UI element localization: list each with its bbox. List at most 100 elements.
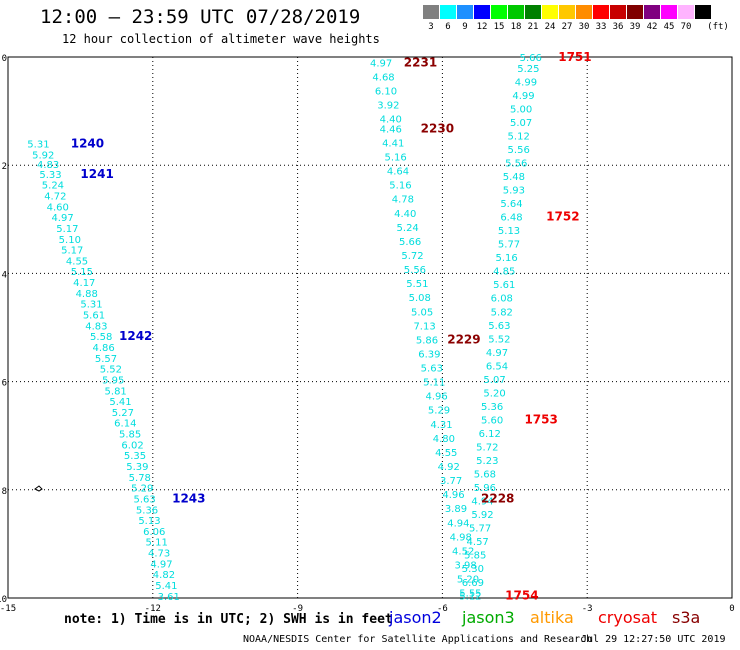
swh-value: 4.83 (37, 160, 59, 171)
satellite-name: s3a (672, 608, 701, 627)
swh-value: 5.96 (474, 483, 496, 494)
swh-value: 4.68 (372, 72, 394, 83)
swh-value: 4.92 (438, 462, 460, 473)
swh-value: 5.30 (462, 564, 484, 575)
page-title: 12:00 — 23:59 UTC 07/28/2019 (40, 6, 361, 28)
swh-value: 5.51 (406, 279, 428, 290)
legend-label: 24 (544, 22, 556, 32)
pass-time-label: 2230 (421, 121, 454, 135)
swh-value: 5.56 (505, 158, 527, 169)
satellite-name: jason3 (462, 608, 515, 627)
x-tick-label: -12 (145, 604, 161, 614)
legend-label: 12 (476, 22, 488, 32)
swh-value: 5.31 (80, 300, 102, 311)
swh-value: 4.17 (73, 278, 95, 289)
swh-value: 6.02 (121, 440, 143, 451)
swh-value: 5.48 (503, 172, 525, 183)
credit-text: NOAA/NESDIS Center for Satellite Applica… (243, 634, 593, 645)
swh-value: 5.16 (495, 253, 517, 264)
legend-swatch (610, 5, 627, 19)
legend-label: 36 (612, 22, 624, 32)
legend-swatch (542, 5, 559, 19)
swh-value: 3.98 (454, 560, 476, 571)
legend-label: 45 (663, 22, 675, 32)
swh-value: 4.46 (380, 124, 402, 135)
swh-value: 5.92 (32, 150, 54, 161)
swh-value: 5.60 (481, 415, 503, 426)
swh-value: 5.31 (27, 140, 49, 151)
swh-value: 7.13 (413, 321, 435, 332)
map-grid (7, 56, 733, 599)
swh-value: 5.72 (476, 443, 498, 454)
swh-value: 5.56 (508, 145, 530, 156)
pass-time-label: 1243 (172, 491, 205, 505)
swh-value: 3.77 (440, 476, 462, 487)
swh-value: 5.68 (474, 470, 496, 481)
pass-time-label: 2231 (404, 55, 437, 69)
swh-value: 4.40 (380, 115, 402, 126)
swh-value: 6.48 (500, 213, 522, 224)
swh-value: 5.56 (404, 265, 426, 276)
swh-value: 4.82 (153, 570, 175, 581)
legend-label: 15 (493, 22, 505, 32)
x-tick-label: -3 (582, 604, 593, 614)
swh-value: 4.83 (85, 321, 107, 332)
legend-swatch (491, 5, 508, 19)
swh-value: 5.52 (100, 365, 122, 376)
swh-value: 5.52 (488, 334, 510, 345)
swh-value: 5.63 (133, 494, 155, 505)
x-tick-label: -6 (437, 604, 448, 614)
pass-time-label: 1752 (546, 210, 579, 224)
swh-value: 5.82 (491, 307, 513, 318)
swh-value: 4.97 (486, 348, 508, 359)
pass-time-label: 1751 (558, 50, 591, 64)
legend-swatch (440, 5, 457, 19)
y-tick-label: -2 (0, 162, 7, 172)
swh-value: 4.72 (44, 191, 66, 202)
swh-value: 5.11 (423, 378, 445, 389)
swh-value: 5.85 (464, 551, 486, 562)
swh-value: 5.13 (138, 516, 160, 527)
swh-value: 4.55 (66, 256, 88, 267)
swh-value: 5.20 (483, 388, 505, 399)
swh-value: 5.24 (397, 223, 419, 234)
swh-value: 5.16 (389, 181, 411, 192)
legend-swatch (474, 5, 491, 19)
swh-value: 5.36 (481, 402, 503, 413)
swh-value: 5.35 (124, 451, 146, 462)
swh-value: 5.23 (476, 456, 498, 467)
swh-value: 4.96 (426, 392, 448, 403)
swh-value: 5.63 (488, 321, 510, 332)
swh-value: 5.08 (409, 293, 431, 304)
legend-swatch (661, 5, 678, 19)
swh-value: 5.36 (136, 505, 158, 516)
y-tick-label: -6 (0, 379, 7, 389)
swh-value: 6.54 (486, 361, 508, 372)
swh-value: 5.63 (421, 364, 443, 375)
y-tick-label: -8 (0, 487, 7, 497)
swh-value: 5.58 (90, 332, 112, 343)
pass-time-label: 2228 (481, 491, 514, 505)
y-tick-label: -10 (0, 595, 7, 605)
swh-value: 4.99 (515, 77, 537, 88)
legend-swatch (576, 5, 593, 19)
legend-swatch (627, 5, 644, 19)
swh-value: 6.12 (479, 429, 501, 440)
swh-value: 4.57 (467, 537, 489, 548)
swh-values: 5.315.924.835.335.244.724.604.975.175.10… (27, 53, 542, 603)
legend-label: 21 (527, 22, 539, 32)
legend-swatch (508, 5, 525, 19)
swh-value: 4.99 (512, 91, 534, 102)
swh-value: 5.61 (83, 311, 105, 322)
legend-swatch (695, 5, 712, 19)
swh-value: 4.73 (148, 549, 170, 560)
legend-label: 33 (595, 22, 607, 32)
swh-value: 5.17 (61, 246, 83, 257)
pass-time-label: 1240 (71, 137, 104, 151)
swh-value: 4.40 (394, 209, 416, 220)
swh-value: 5.72 (401, 251, 423, 262)
legend-label: 39 (629, 22, 641, 32)
swh-value: 5.13 (498, 226, 520, 237)
swh-value: 4.80 (433, 434, 455, 445)
swh-value: 5.33 (39, 170, 61, 181)
